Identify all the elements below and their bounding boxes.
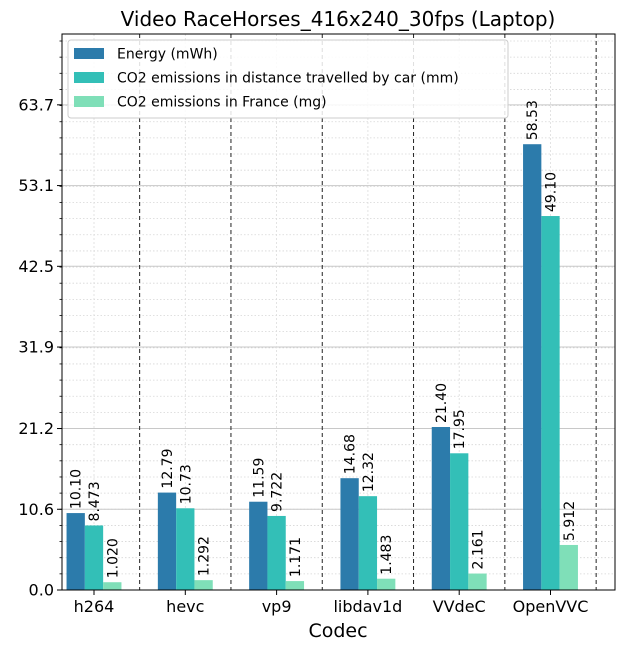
data-label: 1.020 [105,538,121,578]
bar [450,453,469,590]
bar [541,216,560,590]
data-label: 1.292 [197,536,213,576]
bar [176,508,195,590]
x-tick-label: VVdeC [433,597,486,616]
data-label: 21.40 [434,383,450,423]
legend-swatch [74,48,104,59]
data-label: 10.73 [178,464,194,504]
y-tick-label: 10.6 [18,500,54,519]
bar [84,525,104,590]
data-label: 8.473 [87,481,103,521]
x-axis-title: Codec [308,620,367,642]
bar [285,581,305,590]
bar [340,478,359,590]
data-label: 2.161 [471,529,487,569]
y-tick-label: 53.1 [18,176,54,195]
legend-label: CO2 emissions in distance travelled by c… [117,71,459,87]
data-label: 17.95 [452,409,468,449]
legend-swatch [74,72,104,83]
data-label: 5.912 [562,501,578,541]
data-label: 11.59 [251,458,267,498]
plot-frame [61,33,616,591]
bar [377,578,396,590]
bars [66,144,578,590]
bar [103,582,122,590]
x-axis: h264 hevc vp9 libdav1d VVdeC OpenVVC [74,590,589,616]
x-tick-label: h264 [74,597,115,616]
bar [66,513,85,590]
group-separators [139,34,597,590]
data-label: 14.68 [343,434,359,474]
bar [523,144,542,590]
x-tick-label: OpenVVC [513,597,589,616]
data-label: 1.483 [379,535,395,575]
data-label: 9.722 [270,472,286,512]
bar [431,427,451,590]
bar [559,544,578,590]
bar [157,492,177,590]
x-tick-label: libdav1d [333,597,402,616]
data-label: 12.79 [160,448,176,488]
data-label: 10.10 [69,469,85,509]
bar [358,496,378,590]
data-labels: 10.10 12.79 11.59 14.68 21.40 58.53 8.473 10.73… [69,100,578,578]
legend-label: CO2 emissions in France (mg) [117,95,327,111]
data-label: 1.171 [288,537,304,577]
bar [468,573,487,590]
bar [267,515,286,590]
bar [194,580,213,590]
legend-label: Energy (mWh) [117,47,218,63]
y-tick-label: 42.5 [18,257,54,276]
chart-title: Video RaceHorses_416x240_30fps (Laptop) [121,7,556,31]
y-tick-label: 0.0 [29,581,54,600]
legend-box [67,39,509,119]
y-axis: 0.0 10.6 21.2 31.9 42.5 53.1 63.7 [18,40,62,600]
data-label: 12.32 [361,452,377,492]
y-tick-label: 21.2 [18,419,54,438]
data-label: 58.53 [525,100,541,140]
bar [249,501,268,590]
legend-swatch [74,96,104,107]
data-label: 49.10 [544,172,560,212]
legend: Energy (mWh) CO2 emissions in distance tr… [67,39,509,119]
y-tick-label: 63.7 [18,95,54,114]
x-tick-label: hevc [166,597,204,616]
y-tick-label: 31.9 [18,338,54,357]
x-tick-label: vp9 [262,597,292,616]
